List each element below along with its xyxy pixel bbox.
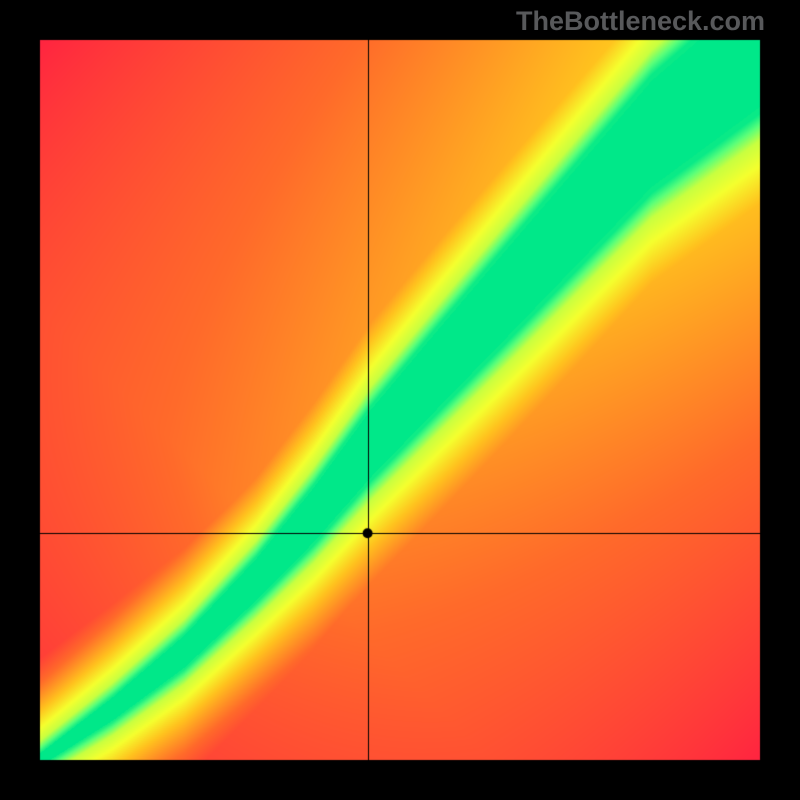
bottleneck-heatmap — [0, 0, 800, 800]
watermark-text: TheBottleneck.com — [516, 6, 765, 37]
